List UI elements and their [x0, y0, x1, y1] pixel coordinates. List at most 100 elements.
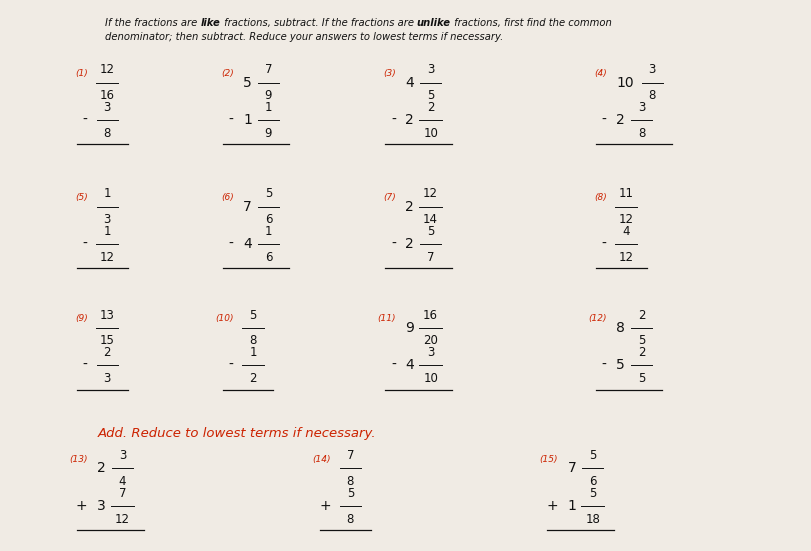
Text: (3): (3)	[383, 69, 396, 78]
Text: 5: 5	[249, 309, 257, 322]
Text: fractions, first find the common: fractions, first find the common	[451, 18, 611, 28]
Text: 3: 3	[637, 101, 646, 114]
Text: 1: 1	[243, 113, 252, 127]
Text: 5: 5	[427, 89, 435, 102]
Text: (4): (4)	[594, 69, 607, 78]
Text: 2: 2	[616, 113, 625, 127]
Text: (1): (1)	[75, 69, 88, 78]
Text: 5: 5	[637, 372, 646, 385]
Text: denominator; then subtract. Reduce your answers to lowest terms if necessary.: denominator; then subtract. Reduce your …	[105, 32, 504, 42]
Text: -: -	[391, 237, 396, 251]
Text: 1: 1	[264, 101, 272, 114]
Text: 2: 2	[103, 346, 111, 359]
Text: (7): (7)	[383, 193, 396, 202]
Text: 10: 10	[616, 75, 634, 90]
Text: (15): (15)	[539, 455, 558, 463]
Text: 2: 2	[427, 101, 435, 114]
Text: 2: 2	[637, 309, 646, 322]
Text: 8: 8	[616, 321, 625, 335]
Text: 9: 9	[406, 321, 414, 335]
Text: 5: 5	[589, 487, 597, 500]
Text: 12: 12	[100, 63, 114, 77]
Text: -: -	[229, 113, 234, 127]
Text: 1: 1	[264, 225, 272, 238]
Text: 15: 15	[100, 334, 114, 347]
Text: 3: 3	[427, 346, 435, 359]
Text: 7: 7	[568, 461, 577, 476]
Text: 6: 6	[589, 474, 597, 488]
Text: 8: 8	[648, 89, 656, 102]
Text: 3: 3	[118, 449, 127, 462]
Text: 16: 16	[423, 309, 438, 322]
Text: 8: 8	[249, 334, 257, 347]
Text: 8: 8	[103, 127, 111, 140]
Text: -: -	[391, 358, 396, 372]
Text: 2: 2	[406, 199, 414, 214]
Text: (2): (2)	[221, 69, 234, 78]
Text: 1: 1	[103, 225, 111, 238]
Text: 7: 7	[264, 63, 272, 77]
Text: 5: 5	[346, 487, 354, 500]
Text: (14): (14)	[312, 455, 331, 463]
Text: (8): (8)	[594, 193, 607, 202]
Text: -: -	[602, 113, 607, 127]
Text: (5): (5)	[75, 193, 88, 202]
Text: 7: 7	[346, 449, 354, 462]
Text: 7: 7	[118, 487, 127, 500]
Text: 4: 4	[243, 237, 252, 251]
Text: 9: 9	[264, 89, 272, 102]
Text: 12: 12	[619, 251, 633, 264]
Text: 3: 3	[103, 101, 111, 114]
Text: -: -	[83, 358, 88, 372]
Text: -: -	[391, 113, 396, 127]
Text: -: -	[602, 237, 607, 251]
Text: 14: 14	[423, 213, 438, 226]
Text: 10: 10	[423, 127, 438, 140]
Text: like: like	[201, 18, 221, 28]
Text: 11: 11	[619, 187, 633, 201]
Text: 6: 6	[264, 213, 272, 226]
Text: 3: 3	[427, 63, 435, 77]
Text: -: -	[83, 237, 88, 251]
Text: +: +	[547, 499, 558, 513]
Text: unlike: unlike	[417, 18, 451, 28]
Text: 3: 3	[648, 63, 656, 77]
Text: 2: 2	[406, 237, 414, 251]
Text: 4: 4	[622, 225, 630, 238]
Text: 12: 12	[100, 251, 114, 264]
Text: 5: 5	[264, 187, 272, 201]
Text: 2: 2	[637, 346, 646, 359]
Text: fractions, subtract. If the fractions are: fractions, subtract. If the fractions ar…	[221, 18, 417, 28]
Text: -: -	[229, 358, 234, 372]
Text: 3: 3	[103, 213, 111, 226]
Text: +: +	[320, 499, 331, 513]
Text: 5: 5	[616, 358, 625, 372]
Text: 8: 8	[637, 127, 646, 140]
Text: 12: 12	[423, 187, 438, 201]
Text: 9: 9	[264, 127, 272, 140]
Text: 13: 13	[100, 309, 114, 322]
Text: -: -	[83, 113, 88, 127]
Text: -: -	[602, 358, 607, 372]
Text: 4: 4	[406, 358, 414, 372]
Text: If the fractions are: If the fractions are	[105, 18, 201, 28]
Text: 2: 2	[249, 372, 257, 385]
Text: (13): (13)	[69, 455, 88, 463]
Text: (10): (10)	[215, 314, 234, 323]
Text: 8: 8	[346, 474, 354, 488]
Text: 12: 12	[115, 512, 130, 526]
Text: 4: 4	[118, 474, 127, 488]
Text: 6: 6	[264, 251, 272, 264]
Text: 8: 8	[346, 512, 354, 526]
Text: 5: 5	[637, 334, 646, 347]
Text: 2: 2	[406, 113, 414, 127]
Text: 5: 5	[427, 225, 435, 238]
Text: (9): (9)	[75, 314, 88, 323]
Text: 1: 1	[568, 499, 577, 513]
Text: 5: 5	[243, 75, 252, 90]
Text: -: -	[229, 237, 234, 251]
Text: 12: 12	[619, 213, 633, 226]
Text: 18: 18	[586, 512, 600, 526]
Text: (12): (12)	[588, 314, 607, 323]
Text: 1: 1	[103, 187, 111, 201]
